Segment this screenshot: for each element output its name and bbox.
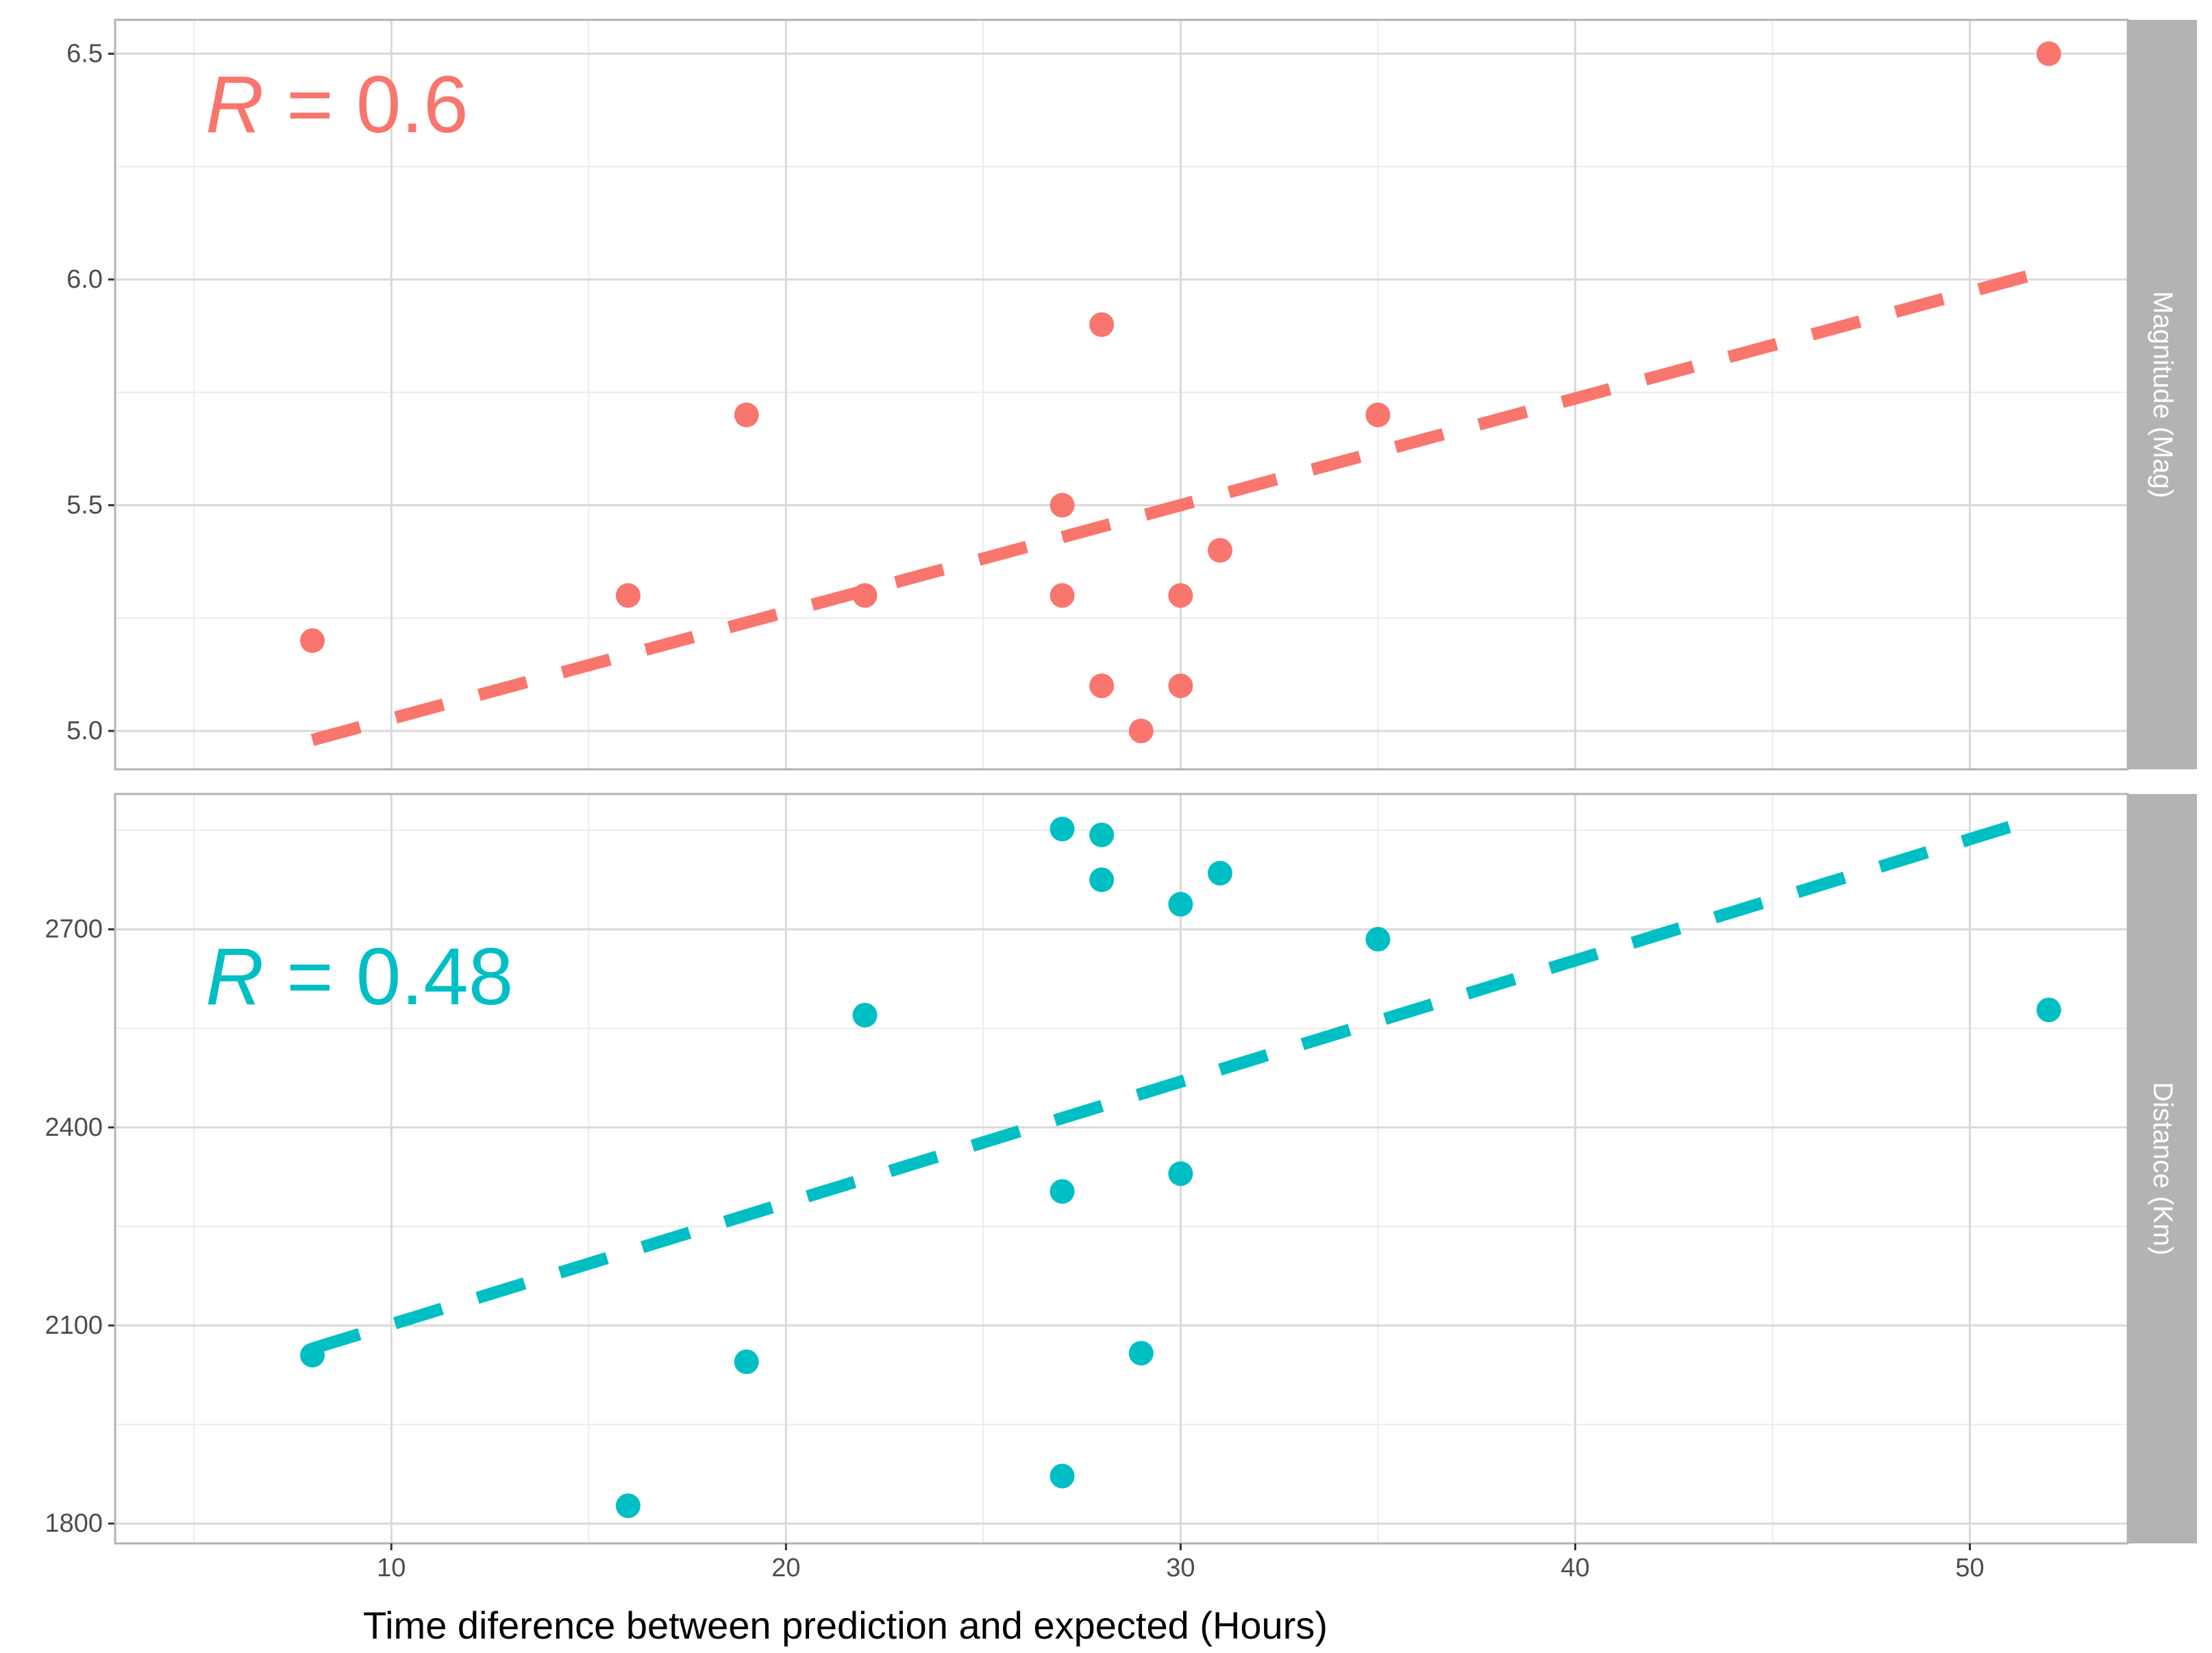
magnitude-data-point: [2036, 41, 2061, 66]
magnitude-y-tick-label: 6.0: [66, 265, 103, 294]
magnitude-data-point: [300, 628, 325, 654]
distance-data-point: [1049, 1463, 1075, 1489]
distance-strip: [2128, 794, 2197, 1543]
distance-data-point: [1089, 822, 1115, 847]
distance-data-point: [1089, 867, 1115, 893]
distance-fit-line: [310, 821, 2011, 1355]
magnitude-r-label: R = 0.6: [206, 60, 469, 150]
magnitude-data-point: [852, 583, 878, 608]
distance-data-point: [1168, 891, 1193, 917]
distance-r-value: = 0.48: [264, 932, 513, 1022]
magnitude-data-point: [734, 402, 759, 427]
x-tick-label: 50: [1955, 1554, 1984, 1582]
x-tick-label: 10: [377, 1554, 406, 1582]
magnitude-strip: [2128, 20, 2197, 769]
distance-data-point: [1049, 817, 1075, 842]
magnitude-data-point: [1168, 583, 1193, 608]
distance-y-tick-label: 1800: [45, 1509, 103, 1538]
distance-plot-area: [115, 794, 2128, 1543]
magnitude-data-point: [1089, 673, 1115, 699]
magnitude-data-point: [1049, 583, 1075, 608]
magnitude-data-point: [1365, 402, 1391, 427]
magnitude-y-tick-label: 6.5: [66, 39, 103, 68]
x-tick-label: 30: [1166, 1554, 1195, 1582]
distance-data-point: [852, 1002, 878, 1028]
distance-r-symbol: R: [206, 932, 264, 1022]
magnitude-fit-line: [310, 264, 2051, 746]
distance-panel: 1800 2100 2400 2700 Distance (Km) R = 0.48: [45, 793, 2197, 1545]
magnitude-data-point: [1208, 538, 1233, 563]
distance-panel-border: [114, 793, 2129, 1545]
magnitude-y-tick-label: 5.0: [66, 717, 103, 745]
distance-data-point: [1168, 1161, 1193, 1186]
x-axis-title: Time diference between prediction and ex…: [363, 1604, 1328, 1647]
x-axis: 10 20 30 40 50: [377, 1543, 1985, 1582]
distance-data-point: [734, 1349, 759, 1374]
x-tick-label: 40: [1561, 1554, 1589, 1582]
magnitude-data-point: [615, 583, 641, 608]
magnitude-data-point: [1049, 493, 1075, 518]
distance-r-label: R = 0.48: [206, 932, 513, 1022]
magnitude-panel: 5.0 5.5 6.0 6.5 Magnitude (Mag) R = 0.6: [66, 18, 2197, 771]
magnitude-panel-border: [114, 18, 2129, 771]
magnitude-y-tick-label: 5.5: [66, 490, 103, 519]
distance-data-point: [1365, 927, 1391, 952]
magnitude-data-point: [1128, 718, 1154, 743]
magnitude-data-point: [1168, 673, 1193, 699]
magnitude-strip-label: Magnitude (Mag): [2148, 291, 2178, 498]
distance-strip-label: Distance (Km): [2148, 1082, 2178, 1255]
x-tick-label: 20: [771, 1554, 800, 1582]
distance-y-tick-label: 2400: [45, 1113, 103, 1142]
distance-y-tick-label: 2100: [45, 1311, 103, 1340]
distance-data-point: [615, 1493, 641, 1519]
magnitude-r-symbol: R: [206, 60, 264, 150]
distance-y-tick-label: 2700: [45, 915, 103, 944]
distance-data-point: [1128, 1341, 1154, 1366]
magnitude-plot-area: [115, 20, 2128, 769]
distance-data-point: [1049, 1179, 1075, 1204]
magnitude-data-point: [1089, 312, 1115, 337]
distance-data-point: [300, 1343, 325, 1368]
magnitude-r-value: = 0.6: [264, 60, 469, 150]
distance-data-point: [2036, 997, 2061, 1023]
distance-data-point: [1208, 860, 1233, 886]
